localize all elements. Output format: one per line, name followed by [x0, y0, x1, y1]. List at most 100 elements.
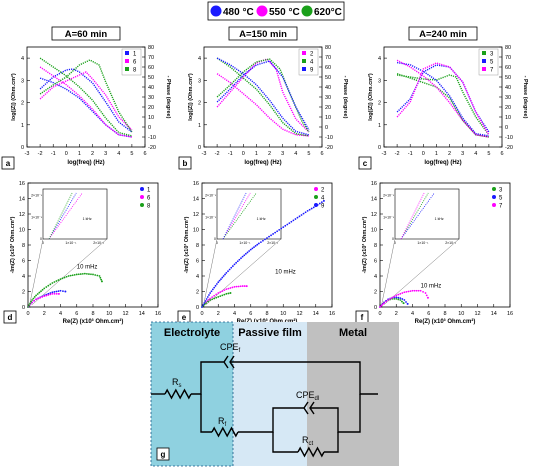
- series-3: 3: [396, 51, 494, 138]
- wire: [324, 432, 339, 453]
- zoom-connector: [29, 238, 44, 305]
- data-point: [51, 292, 54, 295]
- inset-plot: 0 1×10⁻¹ 2×10⁻¹ 0 1×10⁻¹ 2×10⁻¹ 1 kHz: [31, 188, 108, 245]
- zoom-connector: [31, 238, 108, 305]
- zoom-connector: [383, 238, 460, 305]
- data-point: [399, 297, 402, 299]
- inset-x-tick-label: 0: [394, 241, 396, 245]
- panel-letter-box: [156, 447, 170, 461]
- data-point: [405, 290, 408, 293]
- data-point: [282, 226, 285, 229]
- label-rf: Rf: [218, 416, 227, 428]
- data-point: [290, 220, 293, 223]
- data-point: [385, 300, 387, 303]
- x-axis-label: log(freq) (Hz): [67, 160, 104, 166]
- data-point: [201, 306, 203, 308]
- data-point: [379, 306, 381, 308]
- x-tick-label: 1: [78, 151, 81, 157]
- inset-annotation: 1 kHz: [83, 217, 92, 221]
- data-point: [224, 273, 226, 276]
- x-axis-label: Re(Z) (x10³ Ohm.cm²): [415, 318, 476, 325]
- data-point: [53, 290, 56, 293]
- data-point: [36, 293, 39, 295]
- data-point: [211, 298, 214, 301]
- legend-box: [478, 48, 499, 76]
- legend-label: 4: [310, 60, 314, 66]
- inset-curve: [400, 192, 435, 240]
- x-tick-label: 8: [265, 311, 268, 317]
- data-point: [294, 218, 297, 220]
- data-point: [381, 303, 384, 306]
- legend-marker: [140, 195, 144, 199]
- data-point: [238, 258, 241, 261]
- series-8: 8: [27, 203, 151, 308]
- data-point: [306, 210, 309, 212]
- inset-y-tick-label: 1×10⁻¹: [31, 215, 43, 219]
- y-tick-label: 0: [374, 305, 377, 311]
- y-tick-label: 4: [198, 56, 201, 62]
- data-point: [100, 278, 103, 281]
- data-point: [266, 237, 268, 239]
- inset-x-tick-label: 1×10⁻¹: [65, 241, 77, 245]
- y2-tick-label: -10: [325, 135, 333, 141]
- data-point: [240, 257, 242, 260]
- legend-marker: [301, 5, 313, 17]
- x-axis-label: Re(Z) (x10³ Ohm.cm²): [63, 318, 124, 325]
- legend-box: [121, 48, 142, 76]
- data-point: [268, 235, 270, 238]
- data-point: [402, 302, 405, 305]
- data-point: [51, 282, 54, 284]
- frequency-annotation: 10 mHz: [421, 284, 442, 290]
- wire: [200, 394, 212, 433]
- data-point: [32, 297, 35, 300]
- y-tick-label: 3: [198, 78, 201, 84]
- x-tick-label: 6: [427, 311, 430, 317]
- legend-marker: [492, 195, 496, 199]
- legend-marker: [492, 187, 496, 191]
- data-point: [426, 296, 429, 299]
- data-point: [77, 273, 80, 276]
- data-point: [397, 296, 400, 299]
- y-axis-label: -Im(Z) (x10³ Ohm.cm²): [183, 216, 190, 273]
- inset-annotation: 1 kHz: [435, 217, 444, 221]
- panel-letter-box: [1, 156, 15, 170]
- x-tick-label: -3: [202, 151, 207, 157]
- data-point: [37, 297, 40, 300]
- y2-tick-label: 70: [325, 55, 331, 61]
- wire: [238, 361, 378, 395]
- data-point: [204, 300, 207, 302]
- y2-tick-label: 50: [148, 75, 154, 81]
- data-point: [40, 290, 42, 293]
- y2-tick-label: 80: [505, 45, 511, 51]
- y-tick-label: 2: [21, 101, 24, 107]
- inset-y-tick-label: 0: [40, 237, 42, 241]
- data-point: [395, 297, 398, 300]
- data-point: [308, 208, 311, 211]
- y2-tick-label: 50: [325, 75, 331, 81]
- x-tick-label: 2: [91, 151, 94, 157]
- data-point: [205, 302, 207, 305]
- legend-marker: [256, 5, 268, 17]
- data-point: [411, 289, 414, 292]
- data-point: [225, 272, 228, 274]
- y2-tick-label: 60: [325, 65, 331, 71]
- data-point: [43, 287, 46, 290]
- x-tick-label: 5: [307, 151, 310, 157]
- data-point: [274, 231, 277, 234]
- inset-x-tick-label: 2×10⁻¹: [93, 241, 105, 245]
- data-point: [65, 275, 68, 278]
- legend-marker: [482, 59, 486, 63]
- data-point: [401, 300, 403, 303]
- x-tick-label: 4: [233, 311, 236, 317]
- x-tick-label: 2: [268, 151, 271, 157]
- data-point: [286, 223, 289, 226]
- panel-letter-box: [3, 310, 17, 324]
- inset-x-tick-label: 0: [42, 241, 44, 245]
- panel-title: A=60 min: [65, 29, 108, 40]
- y2-tick-label: 70: [148, 55, 154, 61]
- x-tick-label: -1: [51, 151, 56, 157]
- x-tick-label: 0: [378, 311, 381, 317]
- x-tick-label: 12: [474, 311, 480, 317]
- data-point: [215, 293, 218, 296]
- data-point: [227, 292, 230, 295]
